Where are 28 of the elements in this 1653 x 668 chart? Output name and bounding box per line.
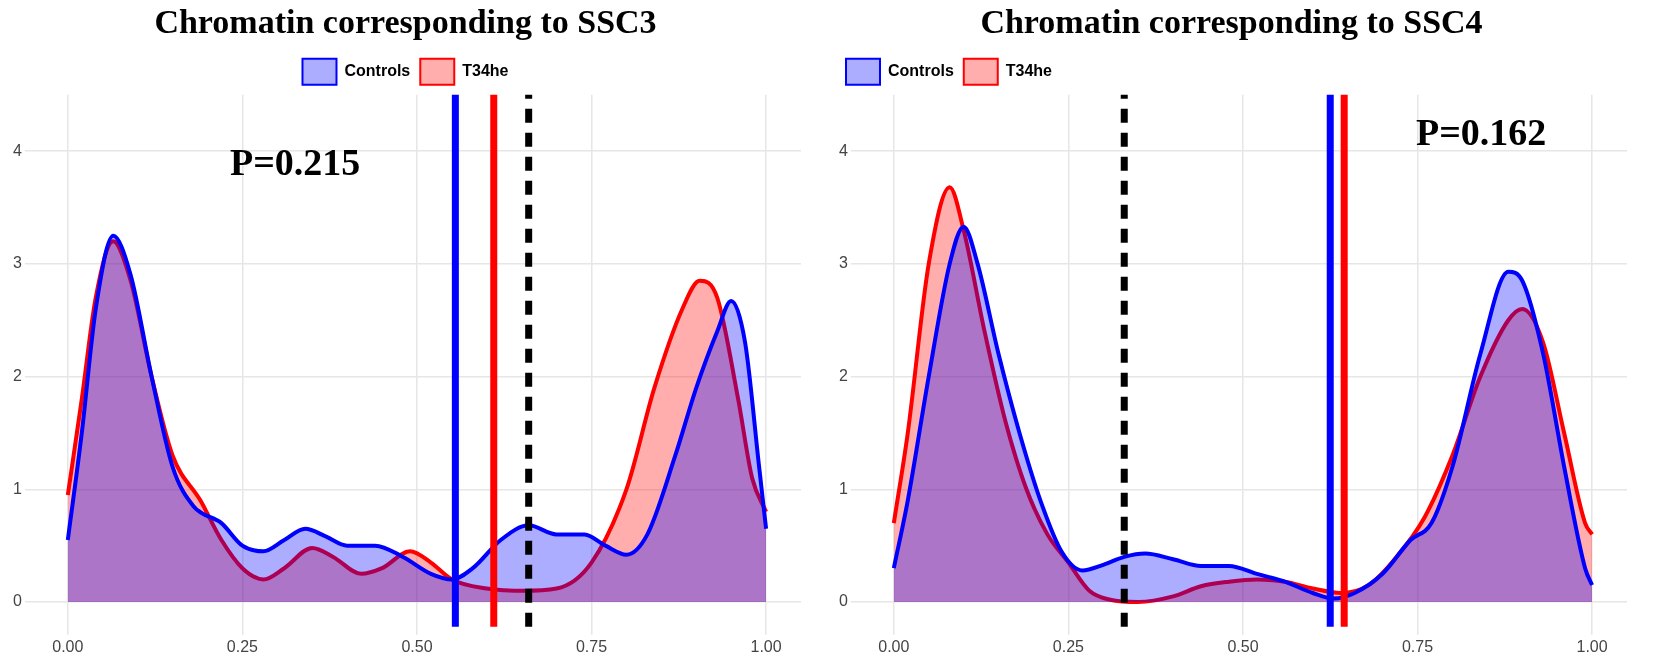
annotation: P=0.215 xyxy=(230,140,361,184)
legend-label: Controls xyxy=(888,62,954,80)
y-tick-label: 4 xyxy=(12,141,22,159)
y-tick-label: 0 xyxy=(838,592,848,610)
x-tick-label: 0.50 xyxy=(401,637,433,655)
x-tick-label: 1.00 xyxy=(750,637,782,655)
legend-label: T34he xyxy=(462,62,509,80)
x-tick-label: 0.25 xyxy=(1052,637,1085,655)
y-tick-label: 2 xyxy=(838,366,848,384)
y-tick-label: 1 xyxy=(838,479,848,497)
y-tick-label: 3 xyxy=(12,254,22,272)
x-tick-label: 0.75 xyxy=(575,637,608,655)
annotation: P=0.162 xyxy=(1416,110,1547,154)
y-tick-label: 0 xyxy=(12,592,22,610)
y-tick-label: 2 xyxy=(12,366,22,384)
legend-label: Controls xyxy=(344,62,411,80)
x-tick-label: 0.25 xyxy=(226,637,259,655)
chart-title: Chromatin corresponding to SSC3 xyxy=(154,3,657,41)
x-tick-label: 0.75 xyxy=(1401,637,1434,655)
x-tick-label: 0.50 xyxy=(1227,637,1259,655)
y-tick-label: 4 xyxy=(838,141,848,159)
x-tick-label: 0.00 xyxy=(52,637,84,655)
y-tick-label: 1 xyxy=(12,479,22,497)
x-tick-label: 0.00 xyxy=(878,637,910,655)
chart-title: Chromatin corresponding to SSC4 xyxy=(980,3,1483,41)
x-tick-label: 1.00 xyxy=(1576,637,1608,655)
legend-label: T34he xyxy=(1005,62,1053,80)
y-tick-label: 3 xyxy=(838,254,848,272)
